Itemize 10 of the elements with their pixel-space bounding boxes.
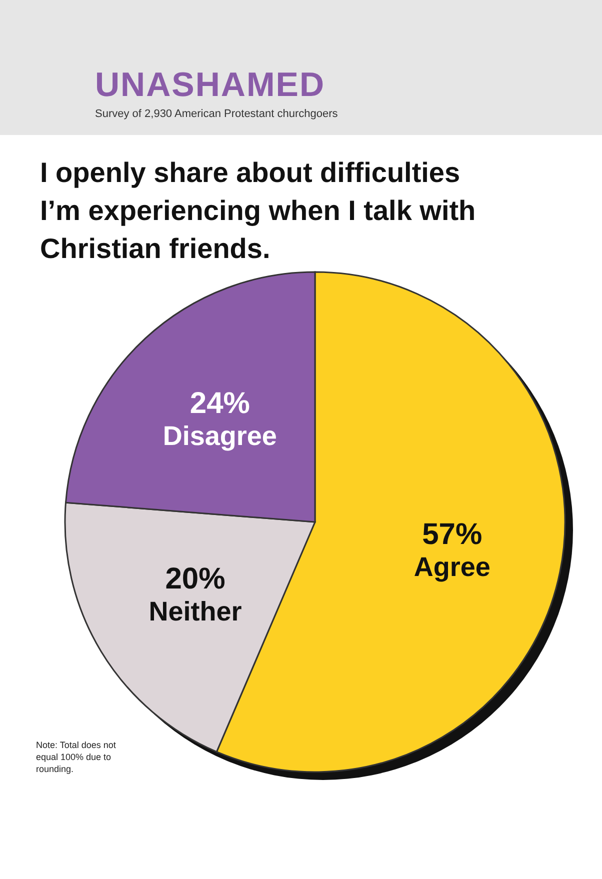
- slice-label: Disagree: [162, 421, 277, 452]
- slice-label: Neither: [148, 596, 242, 626]
- data-label: 20%: [165, 562, 226, 596]
- slice-label: Agree: [414, 552, 490, 582]
- chart-title: UNASHAMED: [95, 66, 325, 104]
- chart-subtitle: Survey of 2,930 American Protestant churchgoers: [95, 108, 338, 120]
- data-label: 57%: [422, 518, 482, 552]
- text: I openly share about difficulties I’m experiencing when I talk with Christian friends.: [40, 157, 476, 264]
- text: Note: Total does not equal 100% due to rounding.: [36, 740, 116, 774]
- data-label: 24%: [190, 387, 250, 420]
